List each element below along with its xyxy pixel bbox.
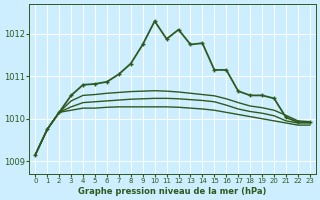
X-axis label: Graphe pression niveau de la mer (hPa): Graphe pression niveau de la mer (hPa) bbox=[78, 187, 267, 196]
